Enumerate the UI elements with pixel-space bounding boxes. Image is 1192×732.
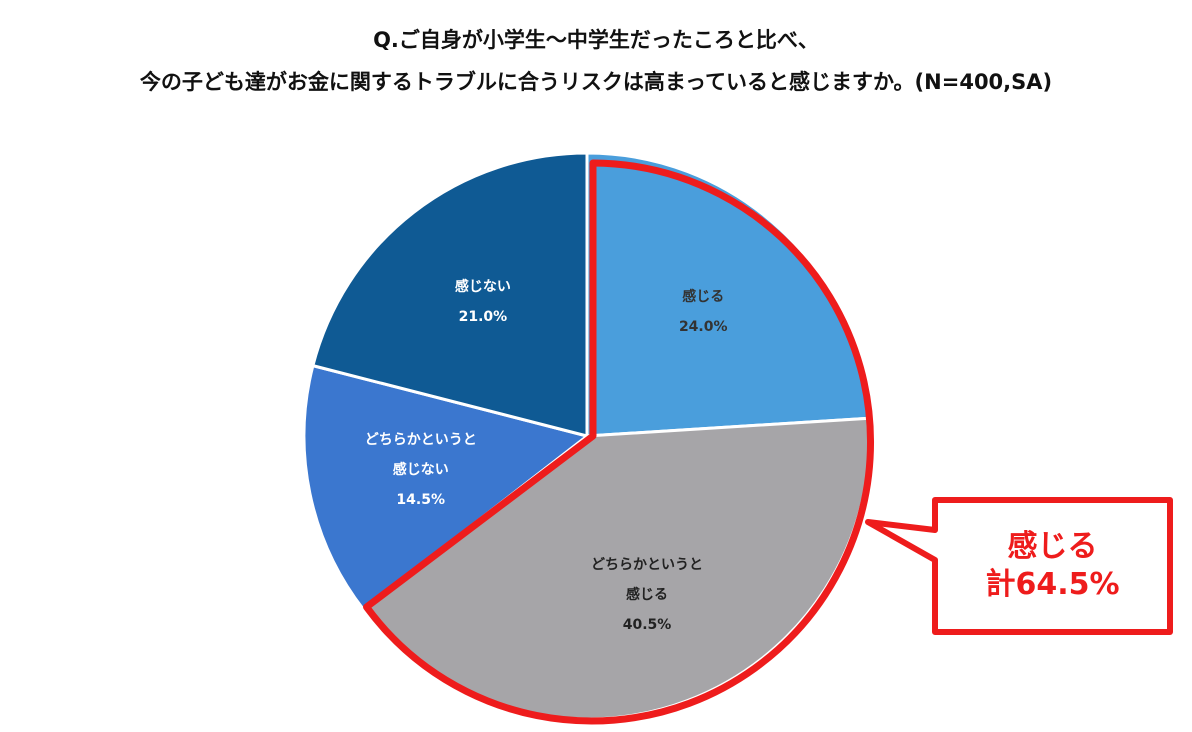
annotation: 感じる 計64.5%: [938, 503, 1167, 629]
pie-slice: [311, 151, 589, 438]
value-label: 14.5%: [396, 492, 445, 509]
value-label: 40.5%: [622, 616, 672, 633]
value-label: 24.0%: [678, 319, 728, 336]
slice-label: どちらかというと感じない 14.5%: [362, 425, 480, 515]
slice-label: 感じる 24.0%: [644, 282, 762, 342]
annotation-line: 感じる: [1007, 529, 1098, 564]
chart-title: 今の子ども達がお金に関するトラブルに合うリスクは高まっていると感じますか。(N=…: [139, 70, 1053, 94]
annotation-box: [865, 497, 1173, 635]
category-label: 感じる: [682, 289, 725, 306]
category-label: どちらかというと感じる: [591, 556, 704, 603]
value-label: 21.0%: [458, 308, 508, 325]
annotation-line: 計64.5%: [985, 567, 1120, 602]
chart-title: Q.ご自身が小学生〜中学生だったころと比べ、: [373, 28, 819, 52]
slice-label: どちらかというと感じる 40.5%: [588, 550, 706, 640]
highlight-outline: [363, 159, 874, 725]
pie-slice: [302, 363, 591, 612]
category-label: 感じない: [454, 278, 511, 295]
slice-label: 感じない 21.0%: [424, 272, 542, 332]
category-label: どちらかというと感じない: [364, 432, 477, 479]
